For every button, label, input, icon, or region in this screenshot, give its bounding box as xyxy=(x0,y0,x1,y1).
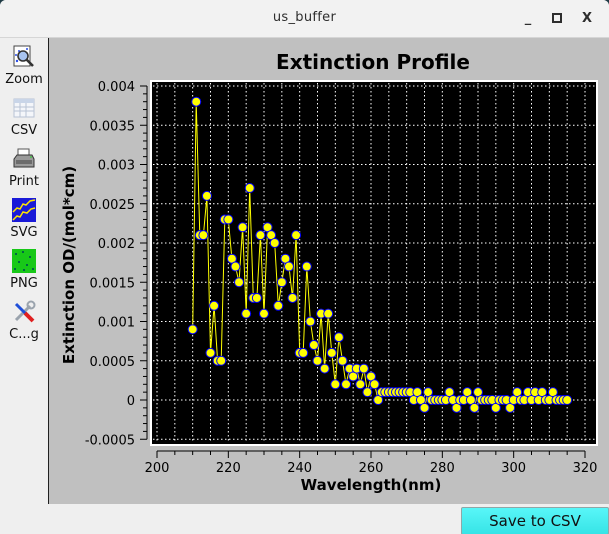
data-point xyxy=(326,347,337,358)
y-axis: -0.0005 0 0.0005 0.001 0.0015 0.002 0.0025 0.00… xyxy=(85,80,148,448)
data-point xyxy=(234,277,245,288)
data-point xyxy=(562,395,573,405)
data-point xyxy=(291,230,302,241)
print-tool-label: Print xyxy=(9,174,39,189)
svg-tool-label: SVG xyxy=(10,225,38,240)
data-point xyxy=(469,402,480,413)
data-point xyxy=(358,363,369,374)
png-tool-button[interactable]: PNG xyxy=(0,244,48,294)
data-point xyxy=(205,347,216,358)
data-point xyxy=(273,300,284,311)
plot-panel[interactable]: Extinction Profile Extinction OD/(mol*cm… xyxy=(49,38,609,504)
data-point xyxy=(237,222,248,233)
print-tool-button[interactable]: Print xyxy=(0,142,48,192)
svg-text:240: 240 xyxy=(287,461,312,476)
data-point xyxy=(323,308,334,319)
data-point xyxy=(369,379,380,390)
data-point xyxy=(419,402,430,413)
zoom-icon xyxy=(13,45,34,67)
data-point xyxy=(330,379,341,390)
data-point xyxy=(259,308,269,319)
svg-text:0.002: 0.002 xyxy=(98,237,135,252)
svg-text:300: 300 xyxy=(501,461,526,476)
y-axis-label: Extinction OD/(mol*cm) xyxy=(60,166,78,364)
png-tool-label: PNG xyxy=(10,276,38,291)
config-tool-label: C...g xyxy=(9,327,39,342)
data-point xyxy=(216,355,227,366)
zoom-tool-label: Zoom xyxy=(5,72,43,87)
data-point xyxy=(223,214,234,225)
data-point xyxy=(191,96,202,107)
csv-tool-button[interactable]: CSV xyxy=(0,91,48,141)
minimize-button[interactable]: _ xyxy=(524,11,532,26)
config-tool-button[interactable]: C...g xyxy=(0,295,48,345)
svg-text:220: 220 xyxy=(216,461,241,476)
svg-text:260: 260 xyxy=(359,461,384,476)
close-button[interactable]: X xyxy=(581,11,593,26)
maximize-icon xyxy=(552,13,562,23)
title-bar: us_buffer _ X xyxy=(0,0,609,38)
svg-text:0.0005: 0.0005 xyxy=(90,355,136,370)
svg-text:280: 280 xyxy=(430,461,455,476)
png-icon xyxy=(12,249,36,273)
save-to-csv-button[interactable]: Save to CSV xyxy=(461,507,609,534)
svg-text:0.004: 0.004 xyxy=(98,80,135,95)
data-point xyxy=(308,340,319,351)
data-point xyxy=(341,379,352,390)
data-point xyxy=(241,308,252,319)
data-point xyxy=(283,261,294,272)
data-point xyxy=(276,277,287,288)
svg-text:0.001: 0.001 xyxy=(98,316,135,331)
csv-icon xyxy=(13,98,35,118)
data-point xyxy=(251,292,262,303)
data-point xyxy=(287,292,298,303)
data-point xyxy=(209,300,220,311)
footer-bar: Save to CSV xyxy=(0,504,609,534)
svg-text:0.0035: 0.0035 xyxy=(90,119,136,134)
extinction-chart[interactable]: Extinction Profile Extinction OD/(mol*cm… xyxy=(49,38,609,504)
data-point xyxy=(301,261,312,272)
data-point xyxy=(269,238,280,248)
svg-text:-0.0005: -0.0005 xyxy=(85,433,135,448)
data-point xyxy=(298,347,309,358)
toolbar-sidebar: Zoom CSV Print xyxy=(0,38,49,504)
data-point xyxy=(312,355,323,366)
svg-text:0.003: 0.003 xyxy=(98,159,135,174)
svg-icon xyxy=(12,198,36,222)
data-point xyxy=(244,183,255,194)
printer-icon xyxy=(13,148,35,168)
data-point xyxy=(337,355,348,366)
data-point xyxy=(230,261,241,272)
data-point xyxy=(187,324,198,335)
data-point xyxy=(198,230,209,241)
svg-text:0.0015: 0.0015 xyxy=(90,276,136,291)
x-axis: 200 220 240 260 280 300 320 xyxy=(145,450,598,476)
chart-title: Extinction Profile xyxy=(276,50,470,74)
svg-text:200: 200 xyxy=(145,461,170,476)
window-title: us_buffer xyxy=(272,10,337,25)
data-point xyxy=(201,190,212,201)
data-series xyxy=(187,96,573,413)
data-point xyxy=(333,332,344,343)
data-point xyxy=(362,387,373,398)
config-icon xyxy=(14,300,36,323)
data-point xyxy=(319,363,330,374)
data-point xyxy=(305,316,316,327)
data-point xyxy=(255,230,266,241)
svg-tool-button[interactable]: SVG xyxy=(0,193,48,243)
svg-text:0: 0 xyxy=(127,394,135,409)
zoom-tool-button[interactable]: Zoom xyxy=(0,40,48,90)
x-axis-label: Wavelength(nm) xyxy=(301,476,442,494)
maximize-button[interactable] xyxy=(547,9,567,29)
data-point xyxy=(355,379,366,390)
svg-text:0.0025: 0.0025 xyxy=(90,198,136,213)
svg-text:320: 320 xyxy=(573,461,598,476)
csv-tool-label: CSV xyxy=(10,123,38,138)
